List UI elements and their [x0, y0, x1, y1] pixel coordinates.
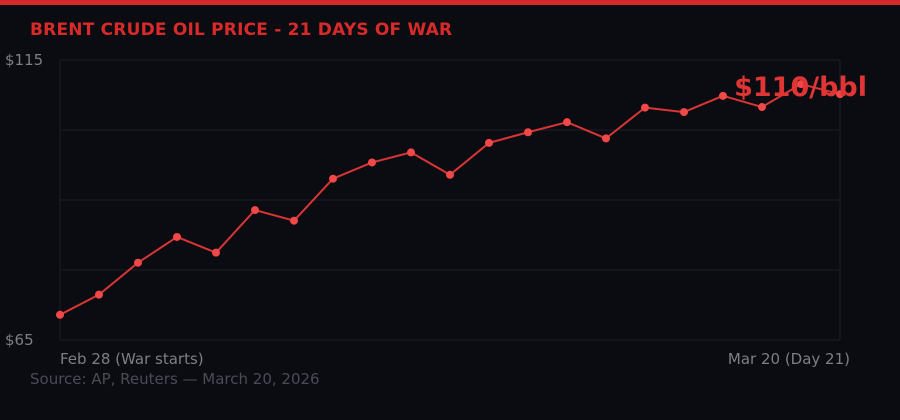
data-point — [173, 232, 181, 241]
source-note: Source: AP, Reuters — March 20, 2026 — [30, 370, 320, 388]
y-axis-ticks: $115 $65 — [5, 51, 43, 349]
x-tick-label: Feb 28 (War starts) — [60, 350, 204, 368]
series-line — [59, 83, 841, 316]
series-group — [56, 80, 844, 319]
data-point — [797, 80, 805, 89]
data-point — [251, 206, 259, 215]
data-point — [563, 118, 571, 127]
data-point — [368, 158, 376, 167]
data-point — [329, 174, 337, 183]
data-point — [524, 128, 532, 137]
price-callout: $110/bbl — [734, 72, 867, 103]
data-point — [446, 170, 454, 179]
data-point — [212, 248, 220, 257]
y-tick-label: $115 — [5, 51, 43, 69]
x-axis-ticks: Feb 28 (War starts) Mar 20 (Day 21) — [60, 350, 850, 368]
data-point — [641, 103, 649, 112]
data-point — [836, 90, 844, 99]
x-tick-label: Mar 20 (Day 21) — [728, 350, 850, 368]
data-point — [56, 310, 64, 319]
data-point — [134, 258, 142, 267]
y-tick-label: $65 — [5, 331, 34, 349]
data-point — [95, 290, 103, 299]
data-point — [719, 91, 727, 100]
top-accent-bar — [0, 0, 900, 5]
data-point — [407, 148, 415, 157]
data-point — [602, 134, 610, 143]
data-point — [758, 103, 766, 112]
data-point — [290, 216, 298, 225]
grid — [59, 59, 841, 341]
chart-title: BRENT CRUDE OIL PRICE - 21 DAYS OF WAR — [30, 20, 453, 40]
data-point — [485, 138, 493, 147]
data-point — [680, 108, 688, 117]
